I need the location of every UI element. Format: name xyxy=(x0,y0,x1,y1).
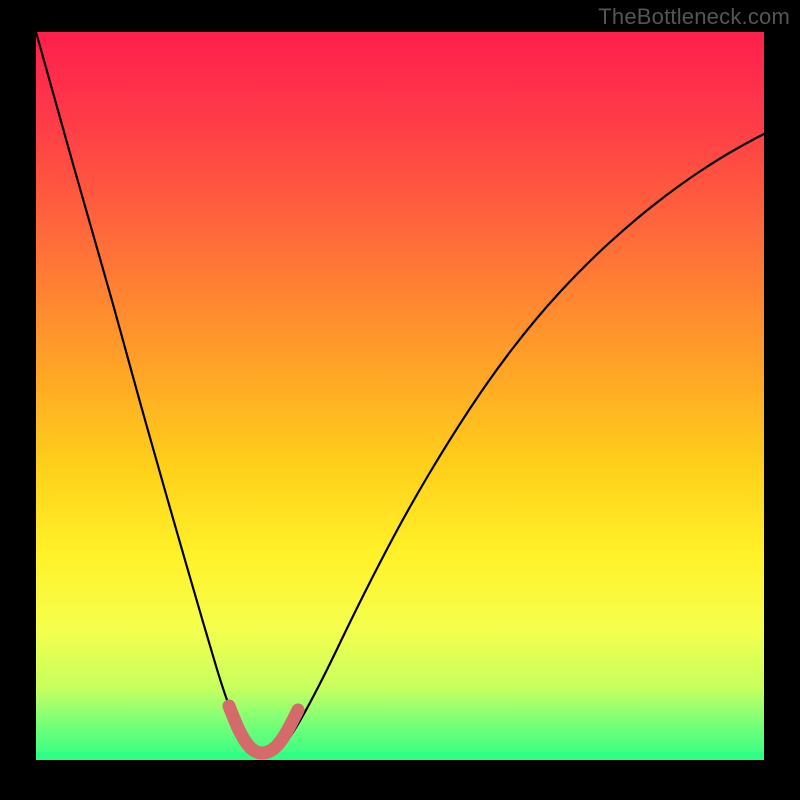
watermark-text: TheBottleneck.com xyxy=(598,4,790,30)
bottleneck-chart xyxy=(0,0,800,800)
plot-gradient-background xyxy=(36,32,764,760)
chart-container: TheBottleneck.com xyxy=(0,0,800,800)
green-bottom-band xyxy=(36,752,764,760)
